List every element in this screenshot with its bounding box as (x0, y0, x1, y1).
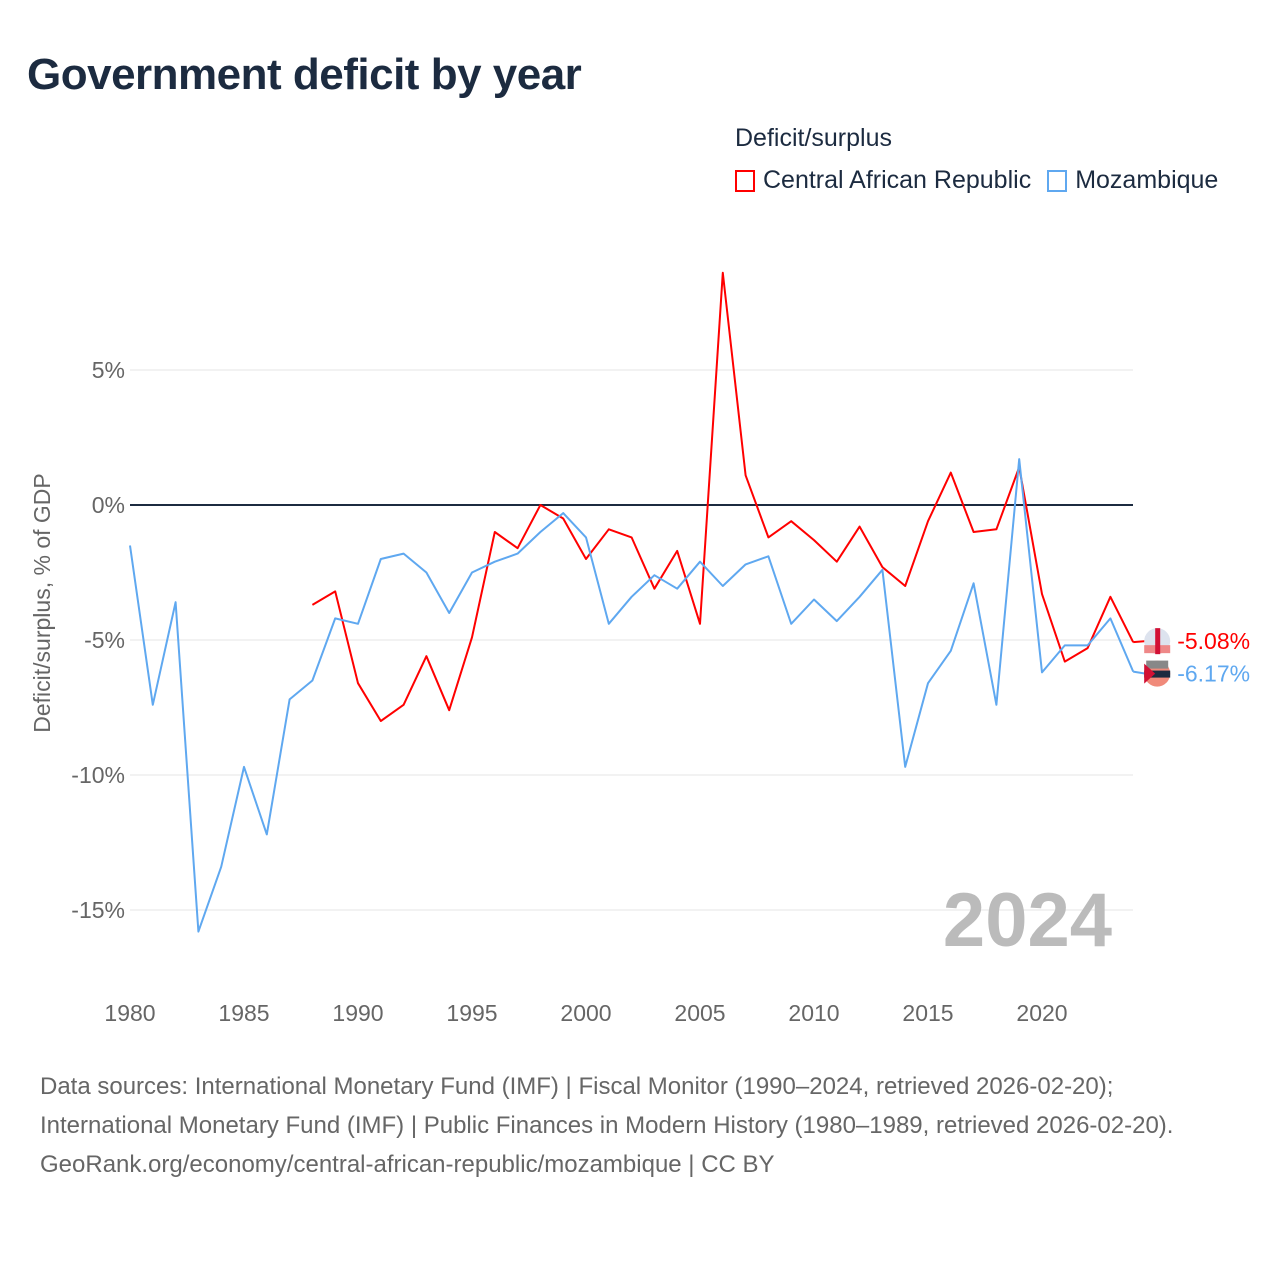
x-tick-label: 1990 (332, 1000, 383, 1026)
series-line-car (311, 271, 1135, 722)
x-tick-label: 1985 (218, 1000, 269, 1026)
footer: Data sources: International Monetary Fun… (40, 1067, 1240, 1184)
flag-icon-mozambique (1144, 660, 1171, 687)
legend-label-car: Central African Republic (763, 166, 1032, 194)
x-tick-label: 2000 (560, 1000, 611, 1026)
x-tick-label: 2010 (788, 1000, 839, 1026)
y-tick-label: -15% (71, 897, 125, 923)
legend-item-mozambique[interactable]: Mozambique (1047, 166, 1218, 195)
x-tick-label: 2020 (1016, 1000, 1067, 1026)
flag-icon-car (1144, 628, 1171, 655)
end-connector (1133, 640, 1146, 644)
year-watermark: 2024 (943, 878, 1112, 963)
x-tick-label: 1995 (446, 1000, 497, 1026)
legend-label-mozambique: Mozambique (1075, 166, 1219, 194)
end-connector (1133, 670, 1146, 675)
end-value-label: -5.08% (1177, 628, 1250, 654)
x-tick-label: 2015 (902, 1000, 953, 1026)
legend-swatch-mozambique (1047, 169, 1068, 192)
chart-title: Government deficit by year (27, 50, 582, 99)
y-tick-label: 5% (92, 357, 125, 383)
y-axis-label: Deficit/surplus, % of GDP (29, 473, 55, 732)
attribution-link[interactable]: GeoRank.org/economy/central-african-repu… (40, 1151, 775, 1178)
data-sources: Data sources: International Monetary Fun… (40, 1073, 1174, 1139)
x-tick-label: 2005 (674, 1000, 725, 1026)
y-tick-label: -5% (84, 627, 125, 653)
end-value-label: -6.17% (1177, 661, 1250, 687)
legend-swatch-car (735, 169, 755, 192)
x-tick-label: 1980 (104, 1000, 155, 1026)
series-line-mozambique (129, 458, 1135, 933)
legend-item-car[interactable]: Central African Republic (735, 166, 1031, 195)
y-tick-label: -10% (71, 762, 125, 788)
legend: Central African Republic Mozambique (735, 166, 1234, 195)
line-chart: Deficit/surplus, % of GDP 1980 1985 1990 19… (29, 271, 1250, 1026)
y-tick-label: 0% (92, 492, 125, 518)
legend-title: Deficit/surplus (735, 124, 892, 152)
